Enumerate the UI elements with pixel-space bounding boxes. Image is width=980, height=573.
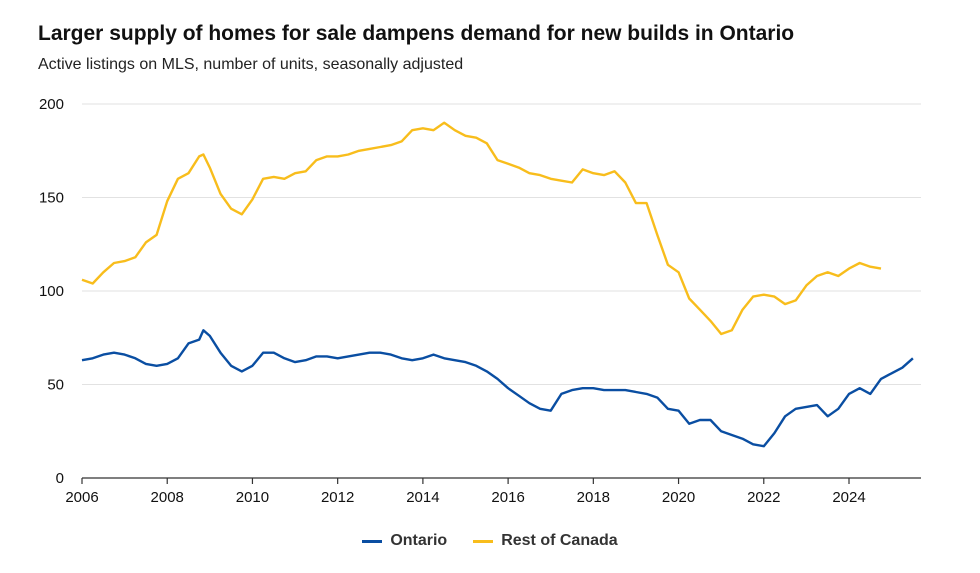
- y-tick-label: 0: [56, 470, 64, 487]
- x-tick-label: 2016: [491, 489, 524, 506]
- x-axis: 2006 2008 2010 2012 2014 2016 2018 2020 2022 2024: [65, 477, 921, 506]
- series-line-rest-of-canada: [81, 121, 882, 336]
- legend: Ontario Rest of Canada: [0, 532, 980, 550]
- legend-item-ontario[interactable]: Ontario: [362, 532, 447, 550]
- x-tick-label: 2020: [662, 489, 695, 506]
- x-tick-label: 2012: [321, 489, 354, 506]
- series-lines: [81, 121, 914, 448]
- y-tick-label: 50: [47, 377, 64, 394]
- y-axis-ticks: 0 50 100 150 200: [39, 96, 64, 487]
- chart-title: Larger supply of homes for sale dampens …: [38, 22, 795, 45]
- x-tick-label: 2014: [406, 489, 439, 506]
- legend-label: Rest of Canada: [501, 532, 618, 549]
- y-tick-label: 200: [39, 96, 64, 113]
- legend-swatch-ontario: [362, 539, 383, 543]
- x-tick-label: 2008: [151, 489, 184, 506]
- chart-subtitle: Active listings on MLS, number of units,…: [38, 56, 464, 73]
- legend-item-rest-of-canada[interactable]: Rest of Canada: [473, 532, 618, 550]
- gridlines: [82, 103, 921, 385]
- series-line-ontario: [81, 329, 914, 448]
- legend-label: Ontario: [390, 532, 448, 549]
- x-tick-label: 2024: [832, 489, 865, 506]
- y-tick-label: 100: [39, 283, 64, 300]
- y-tick-label: 150: [39, 190, 64, 207]
- x-tick-label: 2010: [236, 489, 269, 506]
- legend-swatch-rest-of-canada: [473, 539, 494, 543]
- x-tick-label: 2018: [577, 489, 610, 506]
- x-tick-label: 2006: [65, 489, 98, 506]
- x-tick-label: 2022: [747, 489, 780, 506]
